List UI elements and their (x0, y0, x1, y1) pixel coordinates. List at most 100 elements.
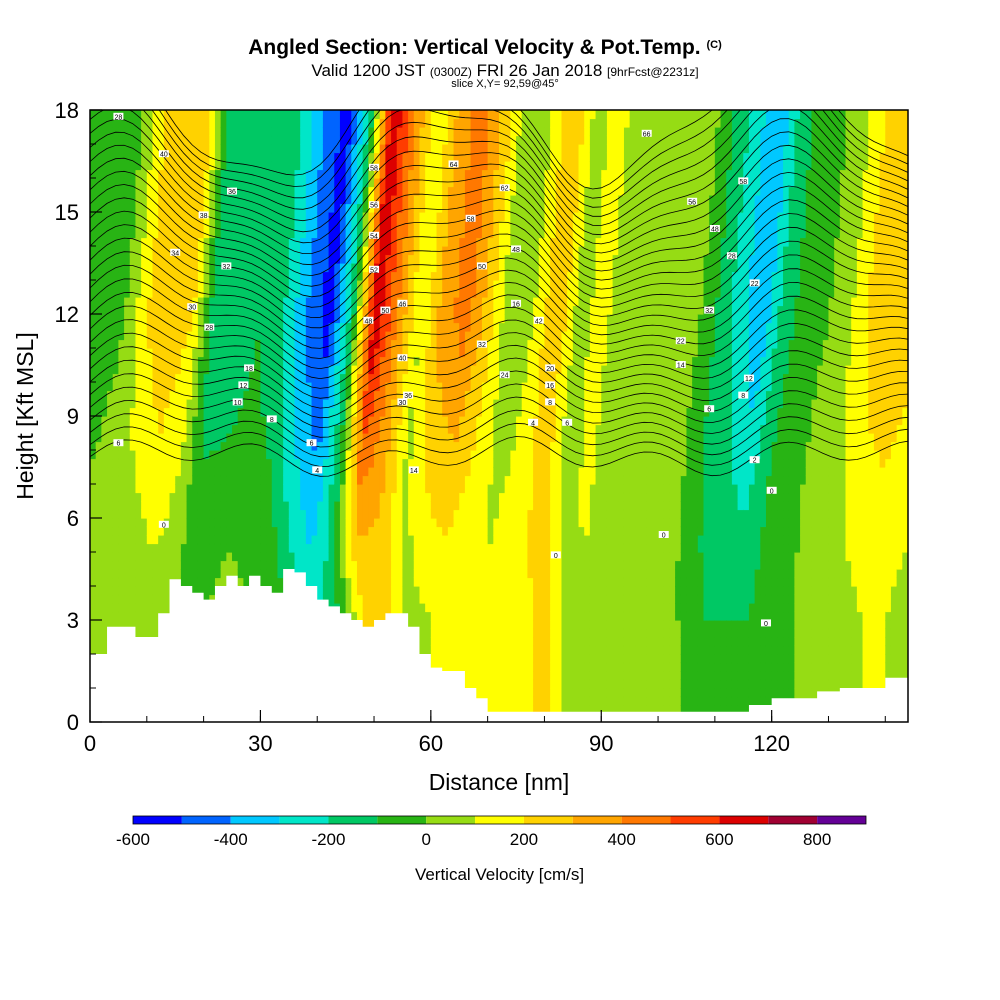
field-cell (277, 127, 284, 137)
field-cell (300, 110, 307, 120)
field-cell (300, 314, 307, 324)
field-cell (124, 484, 131, 494)
field-cell (470, 637, 477, 647)
field-cell (226, 322, 233, 332)
field-cell (112, 492, 120, 502)
field-cell (95, 577, 102, 587)
field-cell (425, 501, 432, 511)
field-cell (408, 433, 415, 443)
field-cell (339, 161, 347, 171)
field-cell (232, 458, 239, 468)
field-cell (232, 110, 239, 120)
field-cell (374, 399, 381, 409)
field-cell (442, 450, 449, 460)
field-cell (271, 127, 279, 137)
field-cell (294, 322, 301, 332)
field-cell (237, 458, 244, 468)
field-cell (260, 535, 267, 545)
field-cell (192, 390, 199, 400)
field-cell (385, 339, 392, 349)
field-cell (453, 186, 460, 196)
field-cell (453, 254, 460, 264)
field-cell (453, 135, 460, 145)
field-cell (124, 254, 131, 264)
field-cell (209, 518, 216, 528)
field-cell (305, 161, 313, 171)
field-cell (294, 416, 301, 426)
field-cell (192, 416, 199, 426)
field-cell (436, 518, 443, 528)
field-cell (362, 271, 369, 281)
field-cell (186, 314, 193, 324)
field-cell (481, 577, 489, 587)
field-cell (237, 297, 244, 307)
field-cell (459, 645, 466, 655)
field-cell (447, 475, 455, 485)
field-cell (203, 467, 210, 477)
field-cell (95, 484, 102, 494)
field-cell (254, 144, 262, 154)
field-cell (101, 424, 108, 434)
field-cell (158, 161, 165, 171)
field-cell (266, 552, 273, 562)
field-cell (141, 475, 148, 485)
field-cell (271, 212, 279, 222)
field-cell (328, 450, 335, 460)
field-cell (464, 237, 472, 247)
field-cell (317, 212, 324, 222)
field-cell (288, 416, 296, 426)
field-cell (186, 458, 193, 468)
field-cell (112, 399, 120, 409)
field-cell (260, 467, 267, 477)
field-cell (260, 169, 267, 179)
field-cell (328, 518, 335, 528)
field-cell (459, 594, 466, 604)
field-cell (209, 365, 216, 375)
field-cell (146, 365, 154, 375)
field-cell (430, 144, 438, 154)
field-cell (385, 144, 392, 154)
field-cell (436, 390, 443, 400)
field-cell (186, 135, 193, 145)
field-cell (294, 509, 301, 519)
field-cell (391, 229, 398, 239)
field-cell (180, 263, 188, 273)
field-cell (391, 382, 398, 392)
field-cell (413, 441, 421, 451)
field-cell (180, 339, 188, 349)
field-cell (300, 118, 307, 128)
field-cell (385, 458, 392, 468)
field-cell (214, 322, 222, 332)
field-cell (442, 161, 449, 171)
field-cell (118, 382, 125, 392)
field-cell (214, 382, 222, 392)
field-cell (158, 135, 165, 145)
field-cell (129, 178, 137, 188)
field-cell (209, 433, 216, 443)
field-cell (152, 594, 159, 604)
field-cell (339, 509, 347, 519)
field-cell (169, 518, 176, 528)
field-cell (220, 288, 227, 298)
field-cell (288, 441, 296, 451)
field-cell (322, 186, 330, 196)
field-cell (175, 305, 182, 315)
field-cell (447, 186, 455, 196)
field-cell (271, 390, 279, 400)
field-cell (192, 382, 199, 392)
field-cell (243, 271, 250, 281)
field-cell (368, 356, 375, 366)
field-cell (311, 509, 318, 519)
field-cell (124, 467, 131, 477)
field-cell (351, 305, 358, 315)
field-cell (328, 169, 335, 179)
field-cell (374, 348, 381, 358)
field-cell (249, 178, 256, 188)
field-cell (356, 586, 364, 596)
field-cell (402, 203, 409, 213)
field-cell (163, 195, 171, 205)
field-cell (391, 501, 398, 511)
field-cell (379, 603, 386, 613)
field-cell (334, 178, 341, 188)
field-cell (197, 322, 205, 332)
